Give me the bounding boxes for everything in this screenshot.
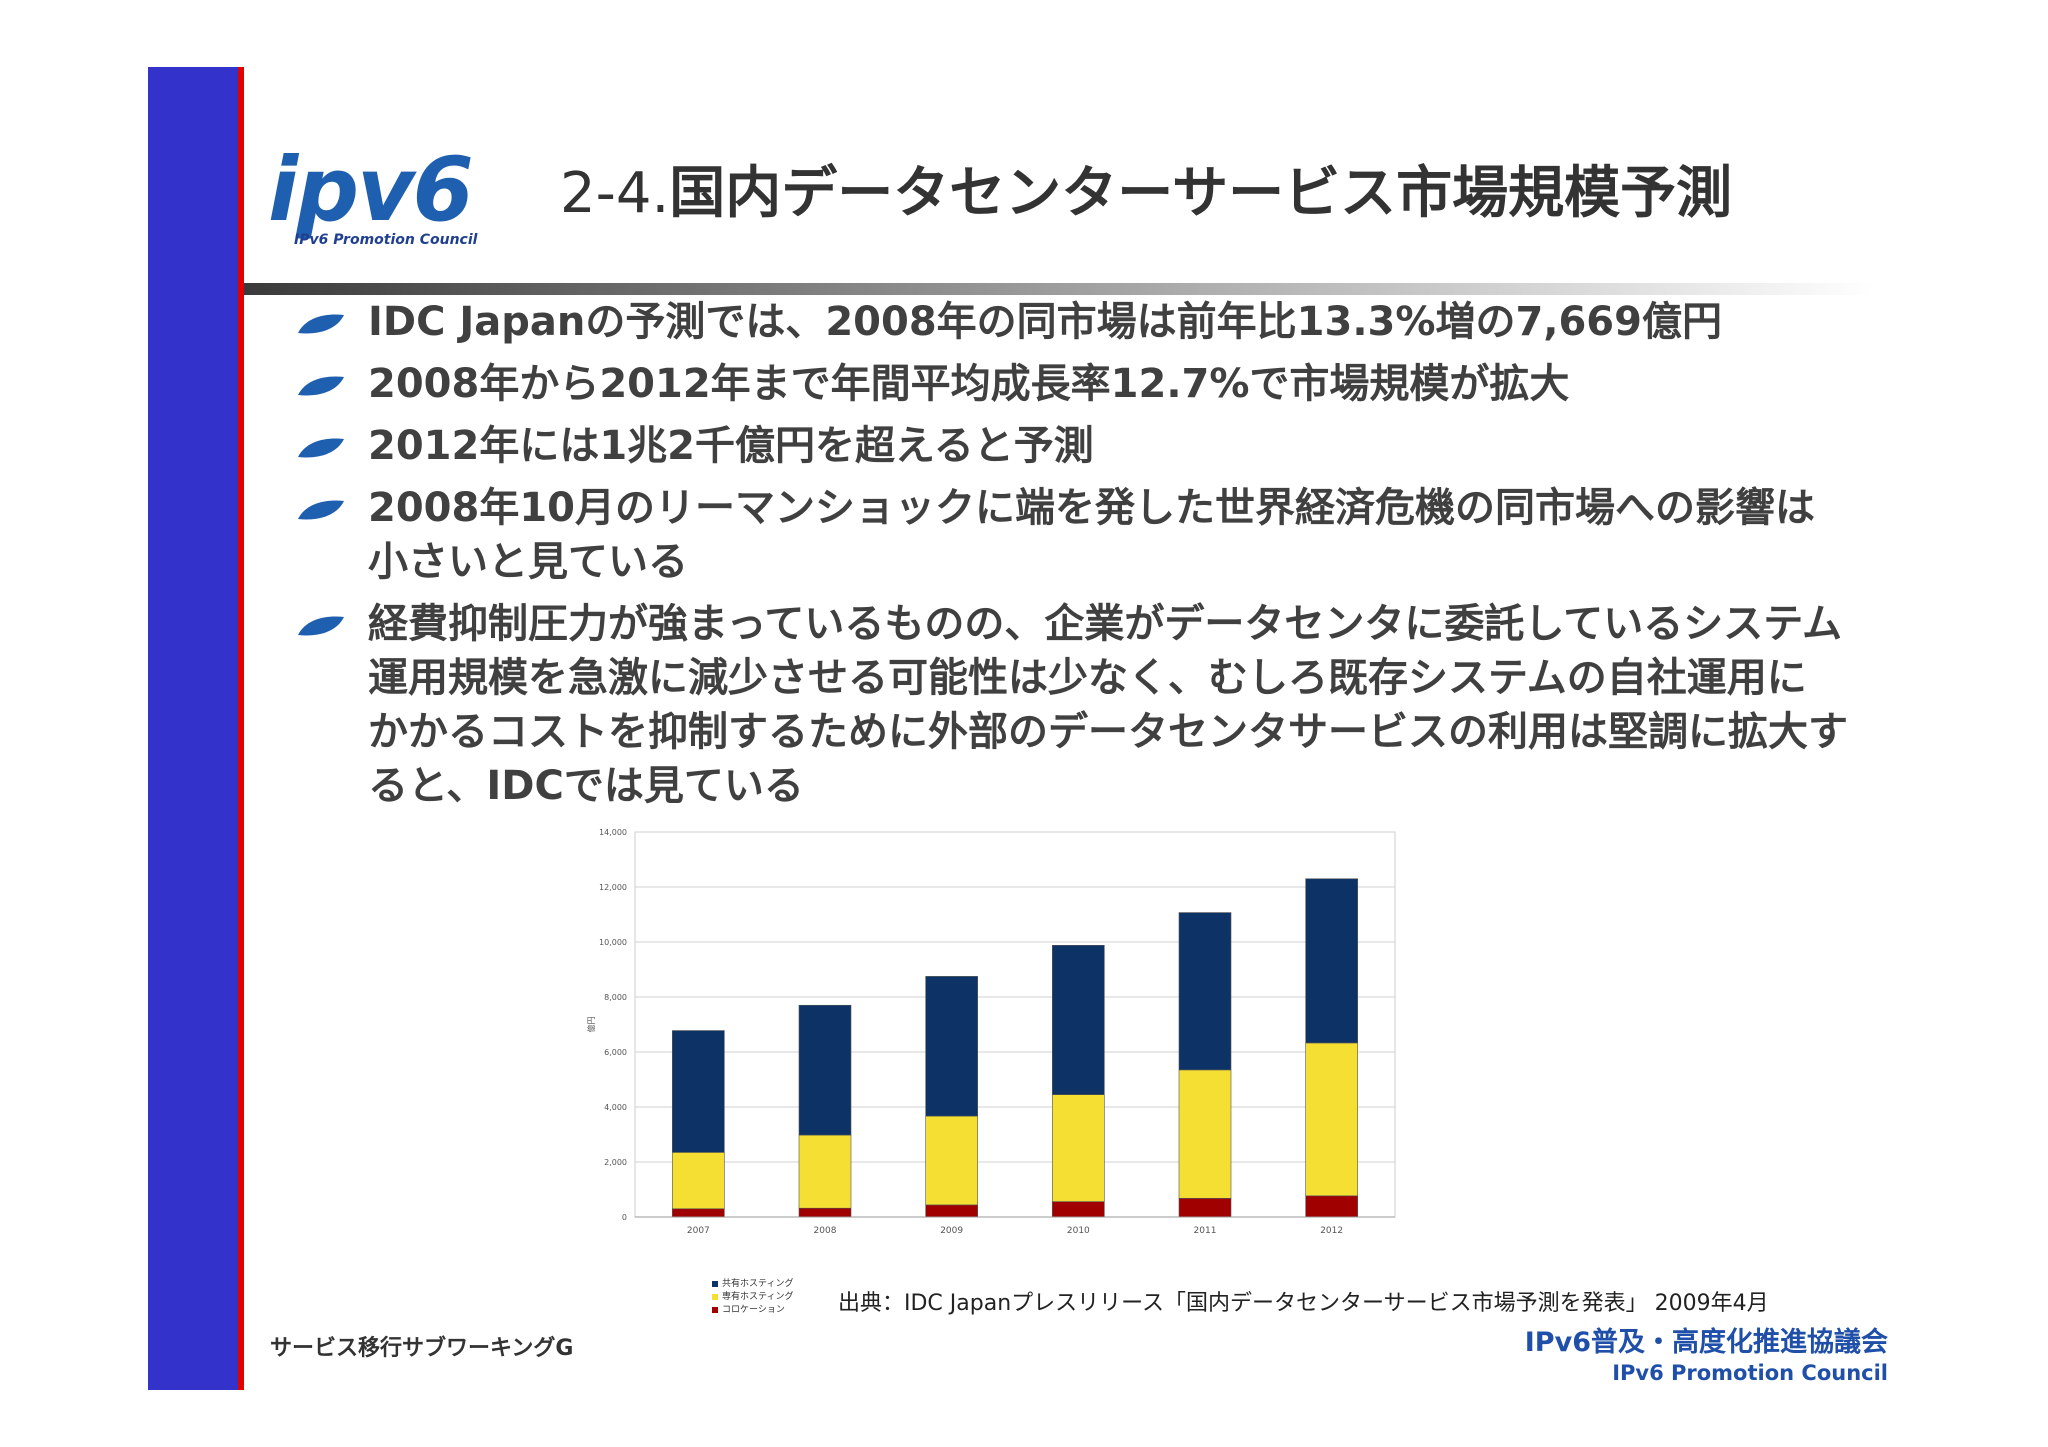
footer-org-english: IPv6 Promotion Council xyxy=(1612,1361,1888,1385)
chart-legend: 共有ホスティング 専有ホスティング コロケーション xyxy=(712,1278,793,1317)
legend-swatch xyxy=(712,1306,718,1313)
bullet-line: IDC Japanの予測では、2008年の同市場は前年比13.3%増の7,669… xyxy=(368,299,1722,345)
x-tick-label: 2010 xyxy=(1067,1226,1090,1236)
footer-group-name: サービス移行サブワーキングG xyxy=(270,1336,574,1361)
y-axis-label: 億円 xyxy=(586,1017,596,1033)
bar-segment xyxy=(1178,1197,1232,1218)
legend-swatch xyxy=(712,1293,718,1300)
bullet-line: 2012年には1兆2千億円を超えると予測 xyxy=(368,423,1094,469)
title-divider xyxy=(244,283,1874,295)
title-text: 国内データセンターサービス市場規模予測 xyxy=(669,161,1733,226)
y-tick-label: 12,000 xyxy=(599,883,627,892)
plot-area xyxy=(634,831,1396,1218)
source-citation: 出典：IDC Japanプレスリリース「国内データセンターサービス市場予測を発表… xyxy=(838,1291,1769,1316)
x-tick-label: 2007 xyxy=(687,1226,710,1236)
left-accent-bar xyxy=(148,67,238,1390)
bar-segment xyxy=(1178,1069,1232,1199)
bar-segment xyxy=(798,1134,852,1209)
title-number: 2-4. xyxy=(560,161,670,226)
bar-segment xyxy=(1305,878,1358,1044)
legend-entry: コロケーション xyxy=(712,1304,793,1317)
bar-segment xyxy=(1305,1195,1358,1218)
leaf-bullet-icon xyxy=(298,314,344,334)
leaf-bullet-icon xyxy=(298,438,344,458)
legend-label: 専有ホスティング xyxy=(722,1292,794,1302)
bar-segment xyxy=(925,976,978,1117)
y-tick-label: 14,000 xyxy=(599,828,627,837)
legend-label: コロケーション xyxy=(722,1305,785,1315)
bullet-item: 2008年10月のリーマンショックに端を発した世界経済危機の同市場への影響は 小さ… xyxy=(296,481,1876,589)
bar-segment xyxy=(798,1004,852,1136)
bar-segment xyxy=(672,1030,725,1153)
bar-segment xyxy=(672,1208,725,1218)
leaf-bullet-icon xyxy=(298,500,344,520)
bullet-item: 2008年から2012年まで年間平均成長率12.7%で市場規模が拡大 xyxy=(296,357,1876,411)
footer-org-japanese: IPv6普及・高度化推進協議会 xyxy=(1524,1327,1888,1358)
left-accent-edge xyxy=(238,67,244,1390)
market-forecast-chart: 0 2,000 4,000 6,000 8,000 10,000 12,000 14,000 億… xyxy=(586,828,1396,1236)
bullet-line: ると、IDCでは見ている xyxy=(368,763,804,809)
bullet-line: 経費抑制圧力が強まっているものの、企業がデータセンタに委託しているシステム xyxy=(368,601,1842,647)
bar-segment xyxy=(1052,1201,1105,1218)
x-tick-label: 2009 xyxy=(940,1226,963,1236)
x-tick-label: 2008 xyxy=(814,1226,837,1236)
bullet-item: 経費抑制圧力が強まっているものの、企業がデータセンタに委託しているシステム 運用規… xyxy=(296,597,1876,813)
ipv6-logo: ipv6 IPv6 Promotion Council xyxy=(268,140,538,255)
bar-segment xyxy=(672,1152,725,1210)
logo-subtitle: IPv6 Promotion Council xyxy=(294,232,478,248)
bullet-list: IDC Japanの予測では、2008年の同市場は前年比13.3%増の7,669… xyxy=(296,295,1876,821)
bullet-line: 小さいと見ている xyxy=(368,539,688,585)
legend-label: 共有ホスティング xyxy=(722,1279,794,1289)
y-tick-label: 10,000 xyxy=(599,938,627,947)
bullet-line: 運用規模を急激に減少させる可能性は少なく、むしろ既存システムの自社運用に xyxy=(368,655,1807,701)
page-title: 2-4.国内データセンターサービス市場規模予測 xyxy=(560,148,1732,229)
y-tick-label: 2,000 xyxy=(604,1158,627,1167)
bar-segment xyxy=(1178,912,1232,1071)
legend-entry: 専有ホスティング xyxy=(712,1291,793,1304)
logo-wordmark: ipv6 xyxy=(268,138,474,241)
bar-segment xyxy=(798,1207,852,1218)
bar-segment xyxy=(925,1115,978,1206)
legend-swatch xyxy=(712,1280,718,1287)
bullet-line: 2008年10月のリーマンショックに端を発した世界経済危機の同市場への影響は xyxy=(368,485,1815,531)
bar-segment xyxy=(1052,945,1105,1095)
leaf-bullet-icon xyxy=(298,616,344,636)
y-tick-label: 0 xyxy=(622,1213,627,1222)
x-tick-label: 2012 xyxy=(1320,1226,1343,1236)
bullet-line: 2008年から2012年まで年間平均成長率12.7%で市場規模が拡大 xyxy=(368,361,1570,407)
legend-entry: 共有ホスティング xyxy=(712,1278,793,1291)
bullet-item: IDC Japanの予測では、2008年の同市場は前年比13.3%増の7,669… xyxy=(296,295,1876,349)
bullet-item: 2012年には1兆2千億円を超えると予測 xyxy=(296,419,1876,473)
bullet-line: かかるコストを抑制するために外部のデータセンタサービスの利用は堅調に拡大す xyxy=(368,709,1848,755)
y-tick-label: 8,000 xyxy=(604,993,627,1002)
bar-segment xyxy=(925,1204,978,1218)
x-tick-label: 2011 xyxy=(1194,1226,1217,1236)
y-tick-label: 4,000 xyxy=(604,1103,627,1112)
leaf-bullet-icon xyxy=(298,376,344,396)
bar-segment xyxy=(1052,1094,1105,1202)
footer-organization: IPv6普及・高度化推進協議会 IPv6 Promotion Council xyxy=(1525,1320,1888,1385)
y-tick-label: 6,000 xyxy=(604,1048,627,1057)
bar-segment xyxy=(1305,1042,1358,1197)
